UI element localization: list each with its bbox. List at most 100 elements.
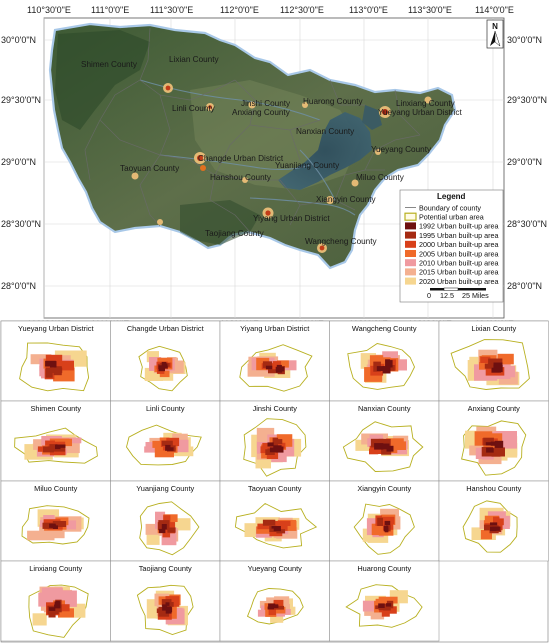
built-up-patch [49,523,56,528]
urban-hotspot [375,149,381,155]
county-label-yueyang: Yueyang County [371,145,432,154]
county-label-yueyang-urban: Yueyang Urban District [378,108,462,117]
panel-grid: Yueyang Urban District Changde Urban Dist… [0,320,549,643]
top-tick-label: 113°30'0"E [408,5,452,15]
built-up-patch [45,354,63,367]
built-up-patch [27,530,55,541]
legend-item: 2005 Urban built-up area [405,249,499,258]
built-up-patch [154,446,174,458]
built-up-patch [493,364,503,373]
county-label-lixian: Lixian County [169,55,220,64]
built-up-patch [376,366,385,371]
built-up-patch [371,523,380,536]
built-up-patch [490,522,498,526]
built-up-patch [162,604,168,611]
panel-anxiang-county: Anxiang County [438,400,549,482]
right-tick-label: 29°0'0"N [507,157,542,167]
built-up-patch [276,529,286,534]
built-up-patch [490,526,497,532]
built-up-patch [267,442,274,447]
panel-title: Huarong County [357,564,411,573]
legend-swatch [405,231,416,239]
built-up-patch [45,360,56,367]
built-up-patch [386,445,394,452]
legend-item: 1995 Urban built-up area [405,231,499,240]
built-up-patch [52,521,67,527]
panel-changde-urban-district: Changde Urban District [110,320,221,402]
built-up-patch [275,520,291,526]
built-up-patch [42,522,56,529]
county-labels: Shimen County Lixian County Linli County… [81,55,462,246]
legend-label: 2010 Urban built-up area [419,259,499,268]
legend-swatch [405,259,416,267]
legend-label: Boundary of county [419,203,481,212]
built-up-patch [262,519,276,526]
urban-hotspot-core [265,210,271,216]
county-label-shimen: Shimen County [81,60,138,69]
panel-yueyang-county: Yueyang County [219,560,330,642]
built-up-patch [157,522,164,531]
built-up-patch [485,442,494,446]
panel-shimen-county: Shimen County [0,400,111,482]
built-up-patch [257,523,272,530]
panel-title: Changde Urban District [127,324,204,333]
built-up-patch [490,441,498,446]
panel-title: Yiyang Urban District [240,324,309,333]
panel-title: Taoyuan County [248,484,302,493]
panel-jinshi-county: Jinshi County [219,400,330,482]
legend-label: 1992 Urban built-up area [419,222,499,231]
built-up-patch [144,446,163,453]
built-up-patch [49,438,70,445]
built-up-patch [165,602,170,606]
county-label-jinshi: Jinshi County [241,99,291,108]
built-up-patch [480,356,491,363]
built-up-patch [483,437,494,446]
county-label-yuanjiang: Yuanjiang County [275,161,340,170]
built-up-patch [165,596,180,607]
urban-hotspots [131,83,432,253]
panel-title: Lixian County [471,324,516,333]
built-up-patch [256,526,272,534]
built-up-patch [269,447,279,453]
county-label-changde-urban: Changde Urban District [198,154,284,163]
right-tick-labels: 30°0'0"N 29°30'0"N 29°0'0"N 28°30'0"N 28… [507,35,547,291]
mountain-south [180,200,260,245]
built-up-patch [382,351,398,363]
urban-hotspot [302,102,308,108]
built-up-patch [497,353,514,365]
legend-swatch [405,277,416,285]
left-tick-label: 28°0'0"N [1,281,36,291]
built-up-patch [274,605,284,610]
urban-hotspot [248,101,256,109]
built-up-patch [152,440,164,448]
urban-hotspot-core [165,85,171,91]
left-tick-label: 28°30'0"N [1,219,41,229]
legend-label: 2015 Urban built-up area [419,268,499,277]
built-up-patch [268,369,279,374]
legend-label: 1995 Urban built-up area [419,231,499,240]
scale-label: 0 [427,291,431,300]
top-tick-label: 112°30'0"E [280,5,324,15]
built-up-patch [484,524,494,531]
built-up-patch [377,517,383,526]
panel-linxiang-county: Linxiang County [0,560,111,642]
built-up-patch [159,370,170,378]
county-label-yiyang-urban: Yiyang Urban District [253,214,330,223]
built-up-patch [275,446,284,453]
panel-wangcheng-county: Wangcheng County [329,320,440,402]
built-up-patch [381,448,392,455]
north-arrow: N [486,19,504,49]
legend-swatch [405,240,416,248]
built-up-patch [262,361,273,368]
north-label: N [492,22,498,31]
legend-label: Potential urban area [419,213,484,222]
county-label-linli: Linli County [172,104,216,113]
built-up-patch [158,528,166,534]
left-tick-label: 30°0'0"N [1,35,36,45]
top-tick-label: 114°0'0"E [475,5,514,15]
panel-linli-county: Linli County [110,400,221,482]
right-tick-label: 28°0'0"N [507,281,542,291]
top-tick-label: 111°0'0"E [91,5,129,15]
